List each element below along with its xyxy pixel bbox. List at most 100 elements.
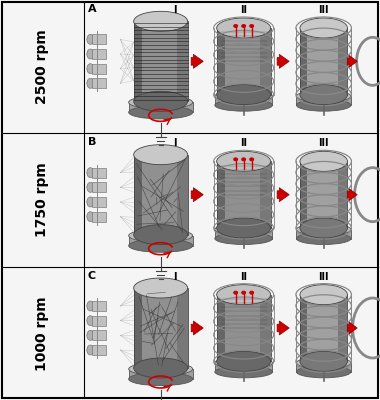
Bar (215, 230, 272, 238)
Ellipse shape (129, 96, 193, 109)
Bar (300, 161, 347, 228)
Text: III: III (318, 138, 329, 148)
Ellipse shape (134, 11, 188, 31)
Text: II: II (240, 5, 247, 15)
Text: I: I (173, 272, 176, 282)
Bar (217, 161, 271, 228)
Ellipse shape (134, 225, 188, 245)
Bar (177, 21, 188, 101)
Ellipse shape (87, 301, 94, 311)
Bar (92, 301, 106, 311)
Ellipse shape (87, 316, 94, 326)
Ellipse shape (300, 85, 347, 105)
Ellipse shape (134, 91, 188, 111)
Ellipse shape (217, 85, 271, 105)
Ellipse shape (215, 366, 272, 378)
Ellipse shape (87, 330, 94, 340)
Bar (225, 295, 271, 361)
Ellipse shape (129, 372, 193, 386)
Ellipse shape (87, 34, 94, 44)
Bar (307, 295, 347, 361)
Text: 1750 rpm: 1750 rpm (35, 163, 49, 237)
Ellipse shape (233, 157, 238, 161)
Bar (215, 96, 272, 105)
FancyArrow shape (191, 188, 203, 202)
Bar (134, 155, 188, 235)
Ellipse shape (296, 224, 351, 236)
Ellipse shape (241, 157, 246, 161)
Bar (92, 64, 106, 74)
Text: II: II (240, 272, 247, 282)
Ellipse shape (134, 278, 188, 298)
FancyArrow shape (277, 321, 289, 335)
Ellipse shape (241, 291, 246, 295)
Bar (92, 49, 106, 59)
FancyArrow shape (277, 188, 289, 202)
Bar (338, 295, 347, 361)
Bar (260, 161, 271, 228)
FancyArrow shape (347, 322, 357, 334)
Bar (142, 155, 188, 235)
Ellipse shape (87, 78, 94, 88)
Ellipse shape (249, 291, 254, 295)
Ellipse shape (300, 351, 347, 371)
Ellipse shape (296, 357, 351, 369)
Bar (300, 28, 307, 95)
Bar (338, 161, 347, 228)
Bar (134, 155, 142, 235)
Ellipse shape (217, 351, 271, 371)
FancyArrow shape (191, 54, 203, 68)
FancyArrow shape (347, 189, 357, 201)
Bar (225, 161, 271, 228)
Ellipse shape (134, 145, 188, 165)
Text: C: C (88, 271, 96, 281)
Ellipse shape (87, 212, 94, 222)
Bar (217, 28, 271, 95)
Ellipse shape (215, 99, 272, 111)
Bar (92, 345, 106, 355)
Bar (129, 236, 193, 246)
FancyArrow shape (191, 321, 203, 335)
Bar (92, 34, 106, 44)
Bar (92, 330, 106, 340)
Bar (300, 161, 307, 228)
Ellipse shape (233, 24, 238, 28)
Ellipse shape (87, 49, 94, 59)
Bar (217, 295, 271, 361)
Text: B: B (88, 137, 96, 147)
Ellipse shape (300, 18, 347, 38)
Ellipse shape (129, 362, 193, 376)
Ellipse shape (129, 239, 193, 252)
Bar (129, 369, 193, 379)
Ellipse shape (215, 224, 272, 236)
Ellipse shape (217, 218, 271, 238)
FancyArrow shape (347, 55, 357, 67)
Bar (300, 295, 307, 361)
Bar (225, 28, 271, 95)
Bar (217, 161, 225, 228)
Bar (134, 21, 142, 101)
Ellipse shape (87, 168, 94, 178)
Ellipse shape (217, 151, 271, 171)
Bar (296, 363, 351, 372)
Text: III: III (318, 272, 329, 282)
Ellipse shape (217, 285, 271, 305)
Bar (217, 28, 225, 95)
Bar (134, 21, 188, 101)
Text: A: A (88, 4, 96, 14)
Bar (92, 168, 106, 178)
Bar (307, 28, 347, 95)
Bar (296, 96, 351, 105)
Bar (177, 288, 188, 368)
Bar (92, 78, 106, 88)
Ellipse shape (215, 232, 272, 244)
Bar (134, 288, 142, 368)
Text: 1000 rpm: 1000 rpm (35, 296, 49, 371)
Text: II: II (240, 138, 247, 148)
Ellipse shape (296, 366, 351, 378)
Bar (129, 102, 193, 112)
Bar (134, 288, 188, 368)
Bar (338, 28, 347, 95)
Bar (92, 316, 106, 326)
FancyArrow shape (277, 54, 289, 68)
